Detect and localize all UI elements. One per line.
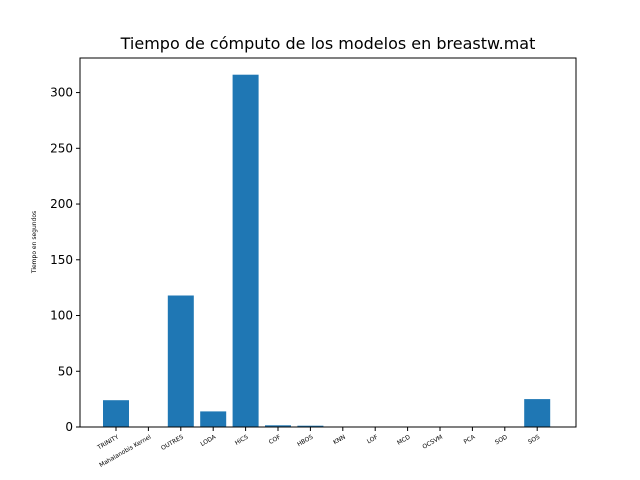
- x-tick-label: LODA: [199, 433, 218, 448]
- y-tick-label: 50: [58, 364, 73, 378]
- y-tick-label: 300: [50, 86, 73, 100]
- y-tick-label: 150: [50, 253, 73, 267]
- bar-outres: [167, 295, 194, 427]
- x-tick-label: SOD: [494, 433, 509, 446]
- x-tick-label: OCSVM: [421, 434, 444, 451]
- bar-loda: [200, 411, 227, 427]
- y-tick-label: 250: [50, 141, 73, 155]
- x-tick-label: TRINITY: [96, 434, 121, 452]
- bar-sos: [524, 399, 551, 427]
- bar-cof: [265, 425, 291, 427]
- x-tick-label: OUTRES: [160, 434, 185, 452]
- bar-hics: [232, 74, 259, 427]
- y-axis-label: Tiempo en segundos: [31, 211, 38, 274]
- x-tick-label: SOS: [527, 434, 541, 446]
- x-tick-label: HBOS: [296, 434, 314, 449]
- bar-hbos: [297, 425, 324, 427]
- y-axis: 0 50 100 150 200 250 300: [50, 86, 80, 434]
- chart-title: Tiempo de cómputo de los modelos en brea…: [120, 34, 536, 53]
- plot-frame: [79, 57, 577, 428]
- x-tick-label: KNN: [332, 434, 347, 447]
- x-tick-label: LOF: [366, 433, 380, 445]
- y-tick-label: 100: [50, 309, 73, 323]
- x-tick-label: COF: [268, 433, 283, 446]
- x-tick-label: HiCS: [234, 434, 250, 447]
- x-tick-label: MCD: [396, 433, 412, 446]
- bar-trinity: [103, 400, 129, 427]
- x-tick-label: PCA: [463, 433, 478, 445]
- bars-group: [103, 74, 551, 427]
- y-tick-label: 200: [50, 197, 73, 211]
- y-tick-label: 0: [65, 420, 73, 434]
